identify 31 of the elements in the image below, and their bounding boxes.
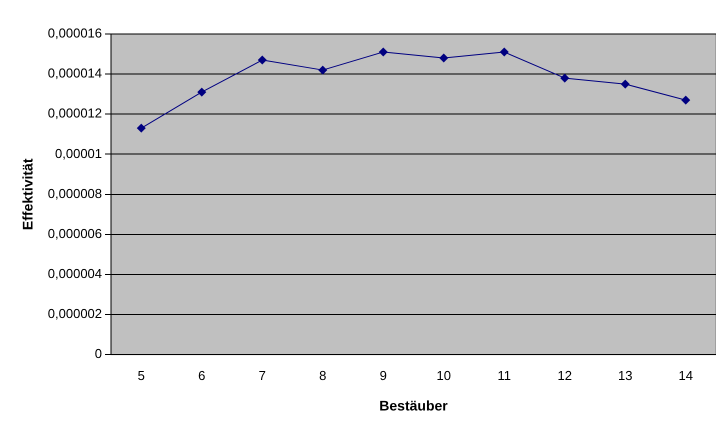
x-tick-label: 14 [678, 368, 693, 383]
x-tick-label: 13 [618, 368, 632, 383]
x-tick-label: 6 [198, 368, 206, 383]
x-tick-label: 9 [380, 368, 387, 383]
point [378, 48, 388, 57]
point [439, 54, 448, 63]
point [318, 66, 328, 75]
y-tick-label: 0,000014 [48, 66, 102, 81]
point [197, 88, 206, 97]
y-tick-label: 0 [94, 346, 102, 362]
x-tick-label: 8 [319, 368, 326, 383]
point [560, 74, 570, 83]
x-tick-label: 7 [258, 368, 266, 383]
y-axis-title: Effektivität [19, 158, 36, 230]
x-tick-label: 11 [498, 368, 512, 383]
y-tick-label: 0,000002 [48, 306, 102, 322]
point [500, 48, 509, 57]
y-tick-label: 0,00001 [55, 146, 102, 161]
x-tick-label: 5 [138, 368, 145, 383]
x-tick-label: 10 [436, 368, 451, 383]
x-axis-title: Bestäuber [379, 397, 448, 414]
point [136, 124, 146, 133]
point [681, 96, 690, 105]
y-tick-label: 0,000016 [48, 26, 102, 41]
y-tick-label: 0,000012 [48, 106, 102, 121]
y-tick-label: 0,000004 [48, 266, 102, 282]
y-tick-label: 0,000006 [48, 226, 102, 241]
point [258, 56, 267, 65]
x-tick-label: 12 [558, 368, 572, 383]
y-tick-label: 0,000008 [48, 186, 102, 201]
point [620, 80, 630, 89]
